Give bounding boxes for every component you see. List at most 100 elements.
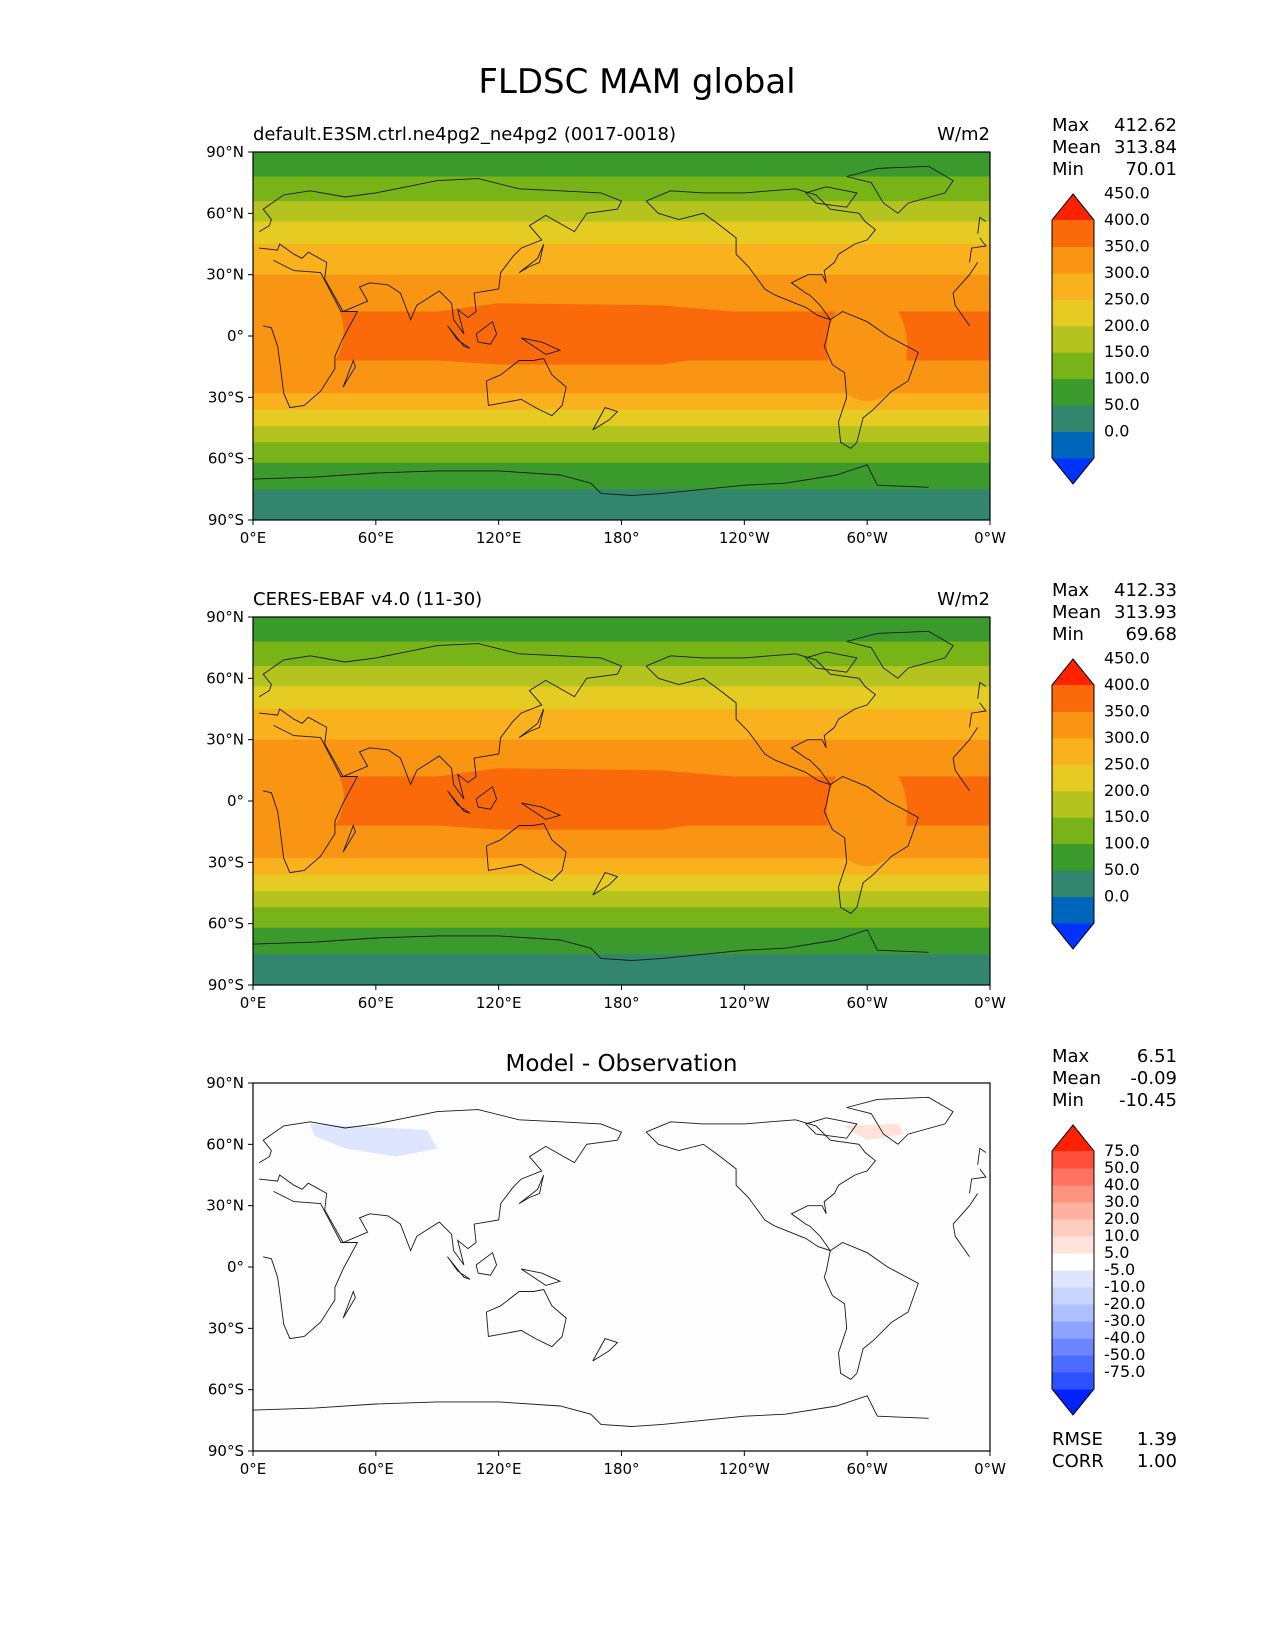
stat-value: -10.45 <box>1119 1090 1177 1111</box>
contour-band <box>253 425 990 443</box>
contour-band <box>253 686 990 710</box>
colorbar-segment <box>1052 1304 1094 1322</box>
colorbar-segment <box>1052 1287 1094 1305</box>
contour-band <box>253 409 990 427</box>
coastline <box>258 178 987 335</box>
coastline <box>846 165 954 214</box>
lon-tick-label: 180° <box>603 1460 639 1478</box>
coastline <box>520 1268 562 1286</box>
colorbar-label: -50.0 <box>1104 1345 1145 1364</box>
colorbar-label: 200.0 <box>1104 781 1150 800</box>
colorbar-segment <box>1052 1202 1094 1220</box>
contour-band <box>253 244 990 276</box>
lon-tick-label: 180° <box>603 994 639 1012</box>
colorbar-segment <box>1052 737 1094 765</box>
stat-value: 412.62 <box>1114 115 1177 136</box>
lon-tick-label: 120°E <box>476 529 522 547</box>
colorbar-segment <box>1052 352 1094 380</box>
coastline <box>475 1251 498 1276</box>
lat-tick-label: 60°S <box>208 1381 244 1399</box>
lat-tick-label: 90°S <box>208 1442 244 1460</box>
lat-tick-label: 0° <box>227 1258 244 1276</box>
colorbar-extend-max <box>1052 194 1094 220</box>
colorbar-label: -75.0 <box>1104 1362 1145 1381</box>
panel-3: 90°N 60°N 30°N 0° 30°S 60°S 90°S0°E 60°E 120°E 18… <box>206 1046 1177 1478</box>
colorbar-label: 350.0 <box>1104 236 1150 255</box>
stat-label: Mean <box>1052 137 1101 158</box>
contour-band <box>457 152 950 173</box>
lat-tick-label: 0° <box>227 327 244 345</box>
lat-tick-label: 90°S <box>208 976 244 994</box>
lon-tick-label: 60°W <box>846 994 888 1012</box>
colorbar-segment <box>1052 764 1094 792</box>
lon-tick-label: 180° <box>603 529 639 547</box>
panel-1: 90°N 60°N 30°N 0° 30°S 60°S 90°S0°E 60°E 120°E 18… <box>206 115 1177 547</box>
coastline <box>592 1338 619 1362</box>
lon-tick-label: 60°E <box>358 529 394 547</box>
stat-label: Max <box>1052 1046 1090 1067</box>
colorbar-label: 40.0 <box>1104 1175 1140 1194</box>
coastline <box>977 1147 987 1165</box>
coastline <box>485 357 567 417</box>
panels: 90°N60°N30°N0°30°S60°S90°S0°E 60°E 120°E 18… <box>206 115 1177 1478</box>
colorbar-label: -40.0 <box>1104 1328 1145 1347</box>
lon-tick-label: 0°W <box>974 529 1006 547</box>
coastline <box>804 1117 858 1139</box>
colorbar-segment <box>1052 790 1094 818</box>
colorbar-segment <box>1052 896 1094 924</box>
coastline <box>258 643 987 800</box>
lon-tick-label: 120°W <box>719 1460 770 1478</box>
colorbar-segment <box>1052 1168 1094 1186</box>
colorbar-segment <box>1052 325 1094 353</box>
colorbar-label: 50.0 <box>1104 395 1140 414</box>
lat-tick-label: 30°S <box>208 1319 244 1337</box>
lon-tick-label: 60°W <box>846 1460 888 1478</box>
lat-tick-label: 90°S <box>208 511 244 529</box>
colorbar-label: 50.0 <box>1104 1158 1140 1177</box>
contour-band <box>375 303 837 365</box>
colorbar-label: -5.0 <box>1104 1260 1135 1279</box>
coastline <box>475 320 498 345</box>
contour-band <box>375 768 837 830</box>
contour-band <box>253 497 622 520</box>
colorbar-label: -30.0 <box>1104 1311 1145 1330</box>
coastline <box>253 1395 929 1427</box>
colorbar-label: 75.0 <box>1104 1141 1140 1160</box>
colorbar-outline <box>1051 658 1095 950</box>
contour-band <box>253 874 990 892</box>
lon-tick-label: 120°E <box>476 994 522 1012</box>
lat-tick-label: 30°N <box>206 1197 244 1215</box>
stat-label: Mean <box>1052 1068 1101 1089</box>
colorbar-segment <box>1052 1151 1094 1169</box>
coastline <box>977 681 987 699</box>
colorbar-segment <box>1052 1253 1094 1271</box>
contour-band <box>457 617 950 638</box>
colorbar-extend-max <box>1052 1125 1094 1151</box>
colorbar-label: 250.0 <box>1104 289 1150 308</box>
figure-title: FLDSC MAM global <box>478 62 795 102</box>
lat-tick-label: 60°S <box>208 450 244 468</box>
contour-band <box>253 176 990 202</box>
coastline <box>520 337 562 355</box>
lat-tick-label: 60°S <box>208 915 244 933</box>
stat-value: 412.33 <box>1114 580 1177 601</box>
colorbar-label: -10.0 <box>1104 1277 1145 1296</box>
coastline <box>253 464 929 496</box>
colorbar-segment <box>1052 431 1094 459</box>
lat-tick-label: 30°S <box>208 388 244 406</box>
contour-band <box>805 966 990 985</box>
colorbar-segment <box>1052 1219 1094 1237</box>
contour-band <box>827 756 908 867</box>
colorbar-extend-min <box>1052 458 1094 484</box>
contour-band <box>805 501 990 520</box>
colorbar-label: 350.0 <box>1104 701 1150 720</box>
coastline <box>823 775 919 914</box>
stat-label: Min <box>1052 159 1084 180</box>
stat-label-footer: CORR <box>1052 1451 1104 1472</box>
coastline <box>645 188 877 321</box>
contour-band <box>253 907 990 929</box>
contour-band <box>253 709 990 741</box>
lon-tick-label: 60°E <box>358 994 394 1012</box>
lat-tick-label: 90°N <box>206 1074 244 1092</box>
stat-value: 6.51 <box>1137 1046 1177 1067</box>
